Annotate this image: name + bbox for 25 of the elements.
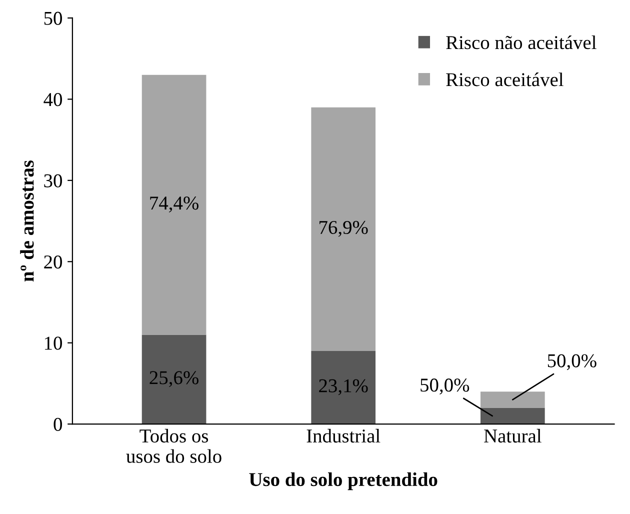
- legend-label: Risco aceitável: [446, 72, 564, 86]
- annotation: 50,0%: [548, 354, 596, 370]
- y-tick-label: 50: [44, 12, 62, 25]
- bar: [311, 350, 376, 424]
- bar: [142, 334, 206, 424]
- annotation: 25,6%: [150, 371, 198, 388]
- bar: [480, 408, 545, 424]
- annotation: 76,9%: [320, 220, 368, 237]
- bar: [480, 392, 545, 408]
- x-tick-label: Todos os usos do solo: [126, 428, 222, 463]
- y-tick-label: 30: [44, 174, 62, 188]
- x-tick-label: Industrial: [306, 428, 380, 443]
- x-tick-label: Natural: [484, 428, 542, 443]
- annotation: 74,4%: [150, 196, 198, 212]
- annotation: 50,0%: [420, 378, 470, 394]
- y-tick-label: 0: [54, 418, 62, 431]
- y-tick-label: 20: [44, 255, 62, 269]
- annotation: 23,1%: [319, 379, 368, 396]
- y-tick-label: 10: [44, 336, 62, 350]
- bar: [311, 107, 376, 351]
- bar: [142, 74, 206, 335]
- y-axis-title: nº de amostras: [20, 160, 34, 282]
- x-axis-title: Uso do solo pretendido: [249, 472, 438, 490]
- y-tick-label: 40: [44, 93, 62, 106]
- legend-label: Risco não aceitável: [446, 35, 596, 50]
